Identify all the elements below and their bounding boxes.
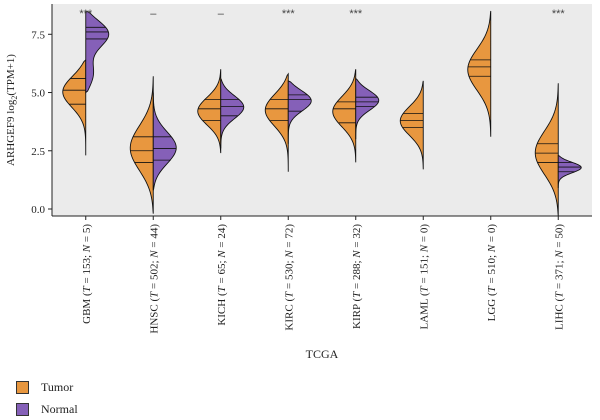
x-tick-label: KIRC (T = 530; N = 72) — [283, 224, 295, 331]
legend-label-normal: Normal — [41, 401, 78, 416]
significance-label: – — [150, 8, 157, 20]
legend-swatch-tumor — [16, 380, 29, 394]
legend: Tumor Normal — [16, 376, 78, 420]
legend-item-normal: Normal — [16, 398, 78, 420]
x-tick-label: HNSC (T = 502; N = 44) — [148, 224, 160, 334]
violin-tumor-5 — [399, 80, 424, 170]
violin-normal-0 — [85, 10, 110, 94]
x-tick-label: GBM (T = 153; N = 5) — [81, 224, 93, 324]
significance-label: *** — [349, 8, 363, 20]
y-tick-label: 5.0 — [31, 88, 45, 100]
significance-label: *** — [79, 8, 93, 20]
x-tick-label: KICH (T = 65; N = 24) — [216, 224, 228, 326]
legend-swatch-normal — [16, 402, 29, 416]
y-tick-label: 7.5 — [31, 29, 45, 41]
violin-chart: 0.0 2.5 5.0 7.5 ARHGEF9 log2(TPM+1) *** – – *** *… — [5, 4, 592, 361]
x-tick-label: LIHC (T = 371; N = 50) — [553, 224, 565, 330]
violin-normal-2 — [220, 76, 245, 149]
violin-tumor-7 — [534, 83, 559, 217]
significance-label: – — [218, 8, 225, 20]
plot-background — [52, 4, 592, 216]
legend-label-tumor: Tumor — [41, 379, 74, 394]
y-axis-label: ARHGEF9 log2(TPM+1) — [5, 54, 19, 166]
significance-label: *** — [282, 8, 296, 20]
x-tick-label: LGG (T = 510; N = 0) — [486, 224, 498, 322]
violin-normal-3 — [287, 80, 312, 144]
x-axis-label: TCGA — [306, 347, 339, 361]
violin-normal-4 — [355, 77, 380, 140]
violin-normal-1 — [152, 92, 177, 191]
significance-label: *** — [552, 8, 566, 20]
y-tick-label: 2.5 — [31, 146, 45, 158]
violin-tumor-1 — [129, 76, 154, 214]
violin-tumor-2 — [197, 69, 222, 154]
violin-tumor-0 — [62, 58, 87, 156]
y-tick-label: 0.0 — [31, 204, 45, 216]
violin-tumor-3 — [264, 72, 289, 172]
x-tick-label: LAML (T = 151; N = 0) — [418, 224, 430, 330]
legend-item-tumor: Tumor — [16, 376, 78, 398]
violin-tumor-4 — [332, 69, 357, 163]
violin-tumor-6 — [467, 10, 492, 137]
x-tick-label: KIRP (T = 288; N = 32) — [351, 224, 363, 329]
